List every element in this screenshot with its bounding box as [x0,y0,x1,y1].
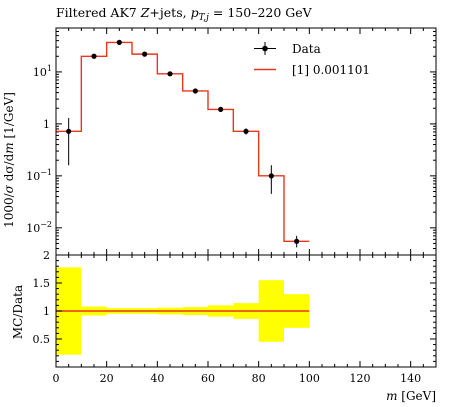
ratio-y-tick-label: 1 [43,305,50,318]
main-y-tick-label: 101 [33,64,52,79]
main-y-tick-label: 10−2 [26,220,52,235]
ratio-plot-frame [55,254,437,368]
main-y-tick-exponent: −1 [40,168,52,177]
ratio-y-tick-label: 1.5 [33,277,51,290]
main-plot-frame [55,27,437,256]
x-tick-label: 140 [400,372,421,385]
x-tick-label: 100 [299,372,320,385]
data-point [91,53,97,59]
data-point [167,71,173,77]
data-point [116,39,122,45]
ratio-y-tick-label: 0.5 [33,333,51,346]
main-y-tick-label: 10−1 [26,168,52,183]
main-ylabel: 1000/σ dσ/dm [1/GeV] [2,92,16,228]
data-point [218,106,224,113]
x-tick-label: 60 [201,372,215,385]
chart-title: Filtered AK7 Z+jets, pT,j = 150–220 GeV [56,5,313,23]
mc-histogram [56,41,310,243]
main-x-ticks [55,28,437,255]
x-tick-label: 80 [252,372,266,385]
ratio-ylabel: MC/Data [11,285,25,339]
mc-line [56,41,310,243]
main-y-tick-label: 1 [43,118,50,131]
legend: Data [1] 0.001101 [254,42,370,77]
data-point [142,51,148,57]
data-point [192,88,198,94]
x-tick-label: 120 [350,372,371,385]
x-tick-label: 0 [53,372,60,385]
x-tick-label: 20 [100,372,114,385]
legend-data-label: Data [292,42,321,56]
ratio-y-tick-label: 2 [43,249,50,262]
main-y-tick-exponent: −2 [40,220,52,229]
x-axis-label: m [GeV] [386,389,436,403]
data-points [66,39,300,248]
main-y-tick-exponent: 1 [47,64,52,73]
legend-data-marker [262,45,268,52]
data-point [294,238,300,244]
x-tick-label: 40 [150,372,164,385]
data-point [243,128,249,134]
data-point [268,173,274,179]
legend-mc-label: [1] 0.001101 [292,63,370,77]
data-point [66,128,72,134]
